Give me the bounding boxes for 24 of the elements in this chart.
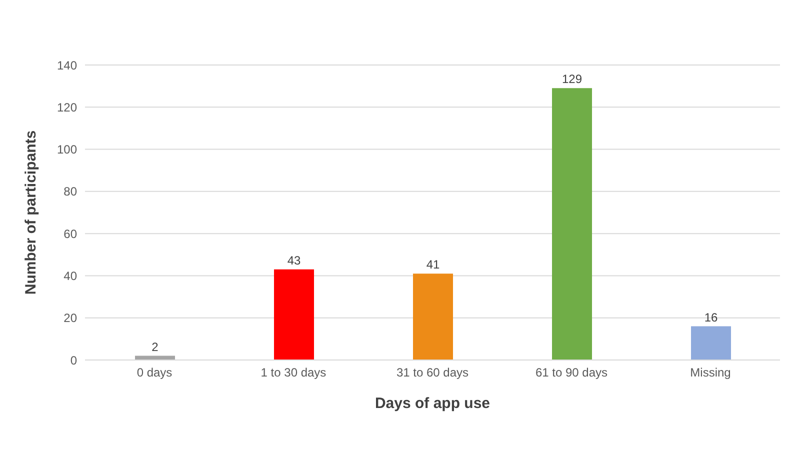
y-tick-label: 120	[56, 100, 78, 114]
bar	[274, 269, 314, 360]
x-tick-label: 1 to 30 days	[260, 366, 326, 380]
x-tick-label: 61 to 90 days	[535, 366, 608, 380]
y-axis-title: Number of participants	[22, 130, 40, 295]
y-tick-label: 60	[64, 226, 78, 241]
data-label: 43	[287, 253, 301, 268]
data-label: 2	[152, 340, 159, 354]
data-label: 16	[704, 310, 718, 324]
y-tick-label: 100	[56, 142, 78, 157]
y-tick-label: 80	[64, 184, 78, 199]
y-tick-label: 40	[64, 268, 78, 283]
bar	[413, 274, 453, 360]
y-tick-label: 20	[64, 311, 78, 326]
bar	[691, 326, 731, 360]
x-tick-label: 31 to 60 days	[396, 366, 469, 380]
y-tick-label: 140	[56, 58, 78, 72]
x-tick-label: 0 days	[136, 366, 172, 380]
data-label: 41	[426, 258, 440, 272]
x-tick-label: Missing	[690, 366, 731, 380]
data-label: 129	[562, 72, 582, 86]
bar	[552, 88, 592, 360]
x-axis-title: Days of app use	[374, 395, 490, 412]
y-tick-label: 0	[70, 353, 78, 368]
